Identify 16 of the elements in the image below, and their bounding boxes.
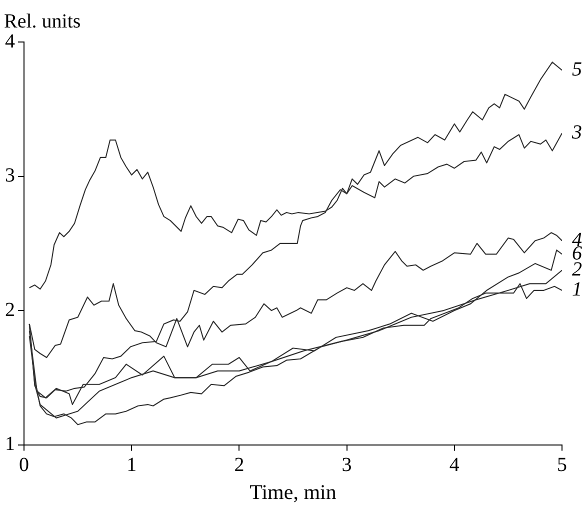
x-axis-title: Time, min [250,480,337,504]
x-tick-label: 1 [126,454,137,476]
y-tick-label: 2 [5,298,15,321]
y-tick-label: 3 [5,164,15,187]
y-tick-label: 4 [5,30,15,52]
series-label: 3 [571,122,582,144]
x-tick-label: 5 [557,454,567,476]
x-tick-label: 4 [449,454,460,476]
x-tick-label: 2 [234,454,244,476]
y-axis-title: Rel. units [4,10,81,32]
x-tick-label: 0 [19,454,29,476]
series-label: 5 [572,58,582,80]
series-label: 2 [572,258,582,281]
y-tick-label: 1 [5,433,15,456]
x-tick-label: 3 [342,454,352,476]
series-label: 1 [572,278,582,301]
